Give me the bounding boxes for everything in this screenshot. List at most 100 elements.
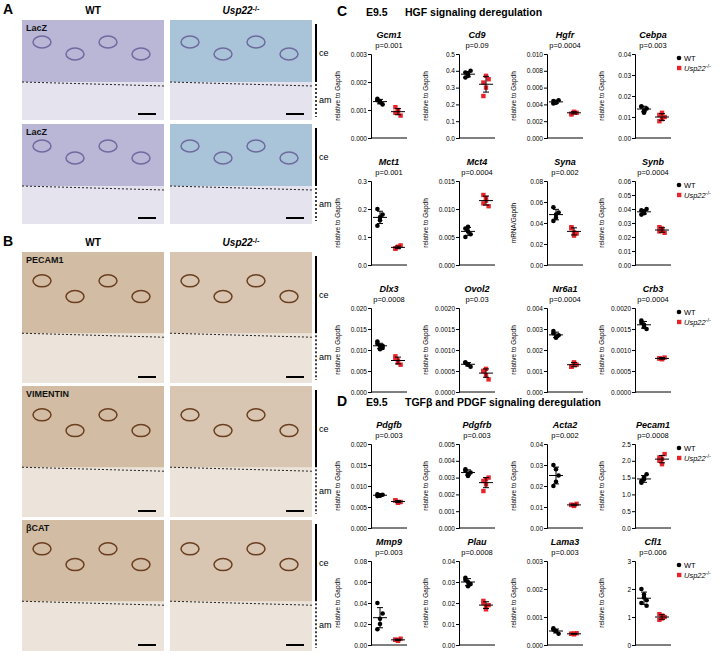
y-tick-label: 2 [627, 586, 631, 593]
panel-label: A [3, 1, 13, 17]
y-tick-mark [456, 121, 459, 122]
micrograph-feature [99, 140, 117, 152]
micrograph-feature [214, 425, 232, 437]
y-tick: 0.001 [527, 614, 547, 621]
series-group [461, 467, 475, 478]
figure-svg: AWTUsp22-/-LacZceamLacZceamBWTUsp22-/-PE… [0, 0, 720, 655]
error-bar-cap [377, 607, 383, 608]
data-point [396, 639, 400, 643]
error-bar-cap [483, 608, 489, 609]
series-group [637, 472, 651, 485]
error-bar-cap [483, 196, 489, 197]
y-tick-mark [368, 603, 371, 604]
series-group [391, 498, 405, 505]
error-bar-stem [644, 321, 645, 328]
y-tick: 0.020 [351, 305, 371, 312]
y-tick-label: 0.0020 [611, 305, 631, 312]
error-bar-cap [641, 321, 647, 322]
legend-label: Usp22-/- [684, 63, 711, 72]
y-tick-mark [368, 329, 371, 330]
dot-plot: Mmp9p=0.003relative to Gapdh0.000.020.04… [334, 537, 407, 649]
y-axis-line [456, 55, 460, 139]
y-tick-mark [544, 104, 547, 105]
micrograph-feature [66, 291, 84, 303]
dot-plot: Mct4p=0.0004relative to Gapdh0.0000.0050… [422, 157, 495, 269]
y-tick-mark [368, 507, 371, 508]
y-axis: 0.0000.0010.0020.003 [527, 558, 548, 649]
y-axis-line [632, 309, 636, 393]
error-bar [659, 114, 665, 121]
y-tick: 0.002 [439, 491, 459, 498]
y-tick: 0.005 [439, 234, 459, 241]
x-axis-line [635, 645, 671, 646]
side-bar [315, 188, 317, 221]
y-axis-line [544, 182, 548, 266]
y-tick-label: 0.002 [527, 118, 544, 125]
error-bar-cap [659, 359, 665, 360]
side-label: am [319, 95, 332, 105]
y-tick-mark [368, 371, 371, 372]
data-point [396, 245, 400, 249]
y-axis: 0.000.020.040.060.08 [530, 178, 547, 269]
y-tick-mark [456, 444, 459, 445]
y-tick-label: 3 [627, 558, 631, 565]
side-label: am [319, 199, 332, 209]
y-tick-mark [544, 181, 547, 182]
y-tick-label: 0.020 [351, 441, 368, 448]
x-axis-line [635, 528, 671, 529]
series-group [567, 502, 581, 509]
legend-label: WT [684, 181, 696, 190]
y-tick-mark [456, 237, 459, 238]
plot-marks [637, 207, 669, 235]
y-tick: 0.010 [351, 483, 371, 490]
data-point [572, 110, 576, 114]
y-tick-label: 0.0015 [611, 326, 631, 333]
micrograph-ce [22, 386, 164, 467]
error-bar-cap [571, 366, 577, 367]
error-bar [553, 467, 559, 484]
legend: WTUsp22-/- [677, 561, 711, 580]
error-bar-stem [380, 608, 381, 628]
micrograph-feature [33, 543, 51, 555]
y-tick: 0.06 [354, 579, 371, 586]
y-tick-mark [368, 392, 371, 393]
y-axis-line [632, 562, 636, 646]
error-bar-cap [377, 343, 383, 344]
micrograph-bg [22, 252, 164, 383]
y-axis-title: relative to Gapdh [598, 461, 606, 511]
series-group [567, 110, 581, 117]
error-bar-cap [641, 328, 647, 329]
data-point [396, 500, 400, 504]
y-tick: 0.003 [351, 51, 371, 58]
y-tick-label: 0.002 [527, 586, 544, 593]
y-tick: 0.002 [527, 347, 547, 354]
micrograph-feature [247, 140, 265, 152]
error-bar-cap [465, 76, 471, 77]
series-group [655, 612, 669, 622]
y-tick-label: 0.02 [618, 93, 631, 100]
y-tick-label: 0.0005 [435, 368, 455, 375]
y-tick: 0.010 [351, 347, 371, 354]
y-tick-mark [456, 603, 459, 604]
series-group [391, 243, 405, 251]
data-point [481, 489, 485, 493]
y-tick-mark [632, 528, 635, 529]
micrograph-bg [170, 252, 312, 383]
y-tick: 0.03 [530, 462, 547, 469]
y-axis: 0.0000.0020.0040.0060.0080.010 [527, 51, 548, 142]
y-axis: 0.00000.00050.00100.00150.0020 [611, 305, 635, 396]
micrograph-feature [99, 543, 117, 555]
micrograph-ce [170, 386, 312, 467]
y-tick-mark [632, 478, 635, 479]
section-stage: E9.5 [366, 6, 388, 18]
error-bar-cap [659, 619, 665, 620]
y-tick-label: 0.5 [622, 508, 631, 515]
y-axis: 0.00.10.20.3 [358, 178, 372, 269]
p-value: p=0.001 [375, 41, 402, 50]
mean-line [373, 495, 387, 496]
error-bar-cap [483, 601, 489, 602]
side-bar [315, 469, 317, 514]
micrograph-feature [181, 409, 199, 421]
legend-label: Usp22-/- [684, 453, 711, 462]
y-tick: 0.4 [446, 67, 459, 74]
